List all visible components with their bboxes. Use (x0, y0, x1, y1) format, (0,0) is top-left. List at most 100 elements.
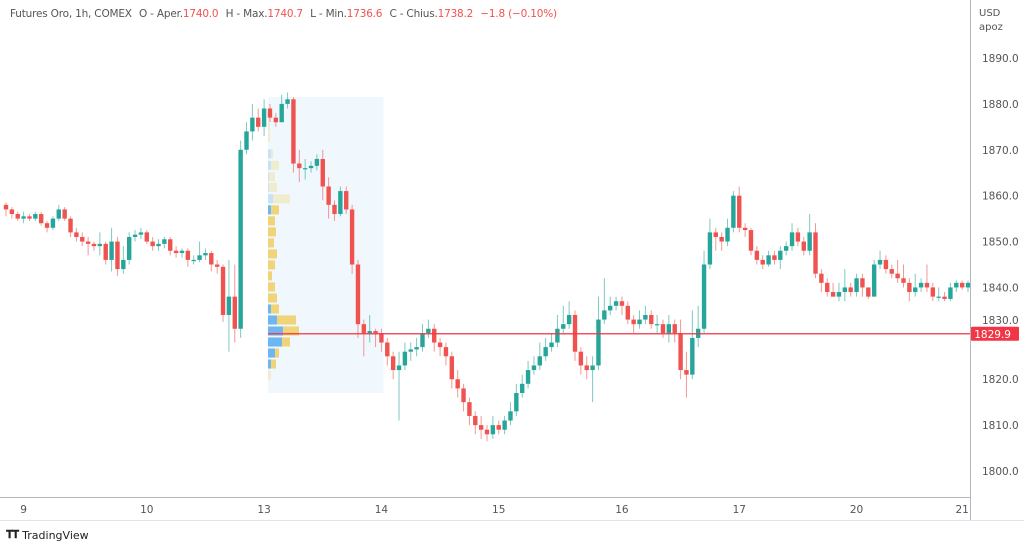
candle (907, 278, 912, 302)
candle (520, 374, 525, 398)
profile-bar-down (267, 249, 277, 259)
candle-body (496, 425, 501, 430)
candle-body (396, 365, 402, 371)
time-axis[interactable]: 9 10 13 14 15 16 17 20 21 (20, 504, 969, 516)
candle (156, 239, 161, 251)
candle (68, 216, 73, 237)
candle-body (866, 287, 871, 297)
candle-body (660, 324, 666, 334)
candle (279, 94, 284, 123)
candle-body (437, 342, 443, 348)
high-value: 1740.7 (267, 8, 303, 20)
candle-body (584, 365, 589, 371)
time-tick-label: 14 (375, 504, 389, 516)
candle (308, 161, 314, 173)
profile-bar-down (267, 282, 275, 292)
candle-body (385, 342, 390, 357)
candle-body (68, 218, 73, 233)
candle (496, 420, 501, 435)
candle (33, 211, 38, 221)
candle-body (267, 108, 273, 118)
candle (572, 310, 578, 361)
candle-body (291, 99, 296, 164)
candle-body (666, 324, 672, 334)
candle (854, 273, 859, 297)
candle (38, 211, 44, 226)
price-tick-label: 1820.0 (982, 374, 1019, 386)
profile-bar-up (267, 304, 271, 314)
symbol-name[interactable]: Futures Oro, 1h, COMEX (10, 8, 132, 20)
candle-body (9, 209, 15, 215)
candle-body (520, 383, 525, 393)
profile-bar-down (270, 205, 279, 215)
candle-body (214, 264, 220, 267)
candle-body (244, 131, 249, 150)
candle (514, 383, 519, 416)
candle-body (455, 379, 460, 389)
candle (326, 177, 331, 219)
profile-bar-down (276, 315, 296, 325)
candle-body (168, 239, 173, 251)
candle (508, 402, 513, 426)
candle (74, 227, 79, 242)
candle (297, 149, 302, 182)
candle (385, 337, 390, 366)
candle-body (44, 223, 50, 228)
candle-body (860, 278, 865, 288)
candle-body (795, 232, 801, 242)
profile-bar-down (267, 260, 275, 270)
candle-body (426, 328, 431, 334)
profile-bar-down (274, 348, 279, 358)
profile-bar-up (267, 348, 275, 358)
candle-body (226, 296, 232, 315)
candle-body (930, 287, 936, 297)
candle (807, 214, 812, 256)
candle (62, 207, 67, 221)
candle-body (590, 365, 595, 371)
candle-body (625, 305, 630, 320)
candle-body (338, 191, 343, 215)
candle-body (50, 218, 56, 228)
candle (672, 319, 677, 343)
candle (549, 333, 554, 352)
candle-body (619, 301, 625, 306)
candle (56, 204, 61, 221)
candle-body (719, 236, 724, 242)
candle-body (525, 370, 531, 384)
volume-profile (267, 97, 384, 393)
candle (109, 227, 114, 272)
candle (332, 200, 337, 221)
open-label: O - Aper. (138, 8, 183, 20)
candle-body (654, 324, 660, 326)
tradingview-branding[interactable]: 𝐓𝐓 TradingView (6, 528, 89, 542)
candle (355, 259, 361, 338)
candle-body (349, 209, 355, 265)
low-value: 1736.6 (346, 8, 383, 20)
candle-body (737, 195, 742, 228)
scale-mode-label[interactable]: apoz (979, 22, 1003, 33)
profile-bar-up (267, 337, 282, 347)
candle (602, 278, 607, 325)
candle-body (578, 351, 584, 366)
candle-body (907, 282, 912, 293)
candle-body (883, 259, 889, 270)
candle (860, 273, 865, 297)
candle-body (537, 356, 543, 366)
candle (555, 314, 560, 348)
profile-bar-down (268, 172, 275, 182)
candle (801, 236, 806, 256)
candle-body (27, 216, 32, 219)
candle-body (33, 214, 38, 219)
candle-body (830, 292, 836, 297)
currency-label[interactable]: USD (979, 8, 1001, 19)
candle (402, 342, 408, 371)
time-tick-label: 17 (733, 504, 746, 516)
candle (748, 227, 754, 256)
candle (901, 264, 906, 288)
candle-body (320, 158, 325, 187)
candle (877, 250, 883, 270)
price-axis[interactable]: 1800.0 1810.0 1820.0 1830.0 1840.0 1850.0 1860… (982, 53, 1019, 478)
candle-body (256, 117, 261, 127)
candle-body (273, 117, 279, 123)
